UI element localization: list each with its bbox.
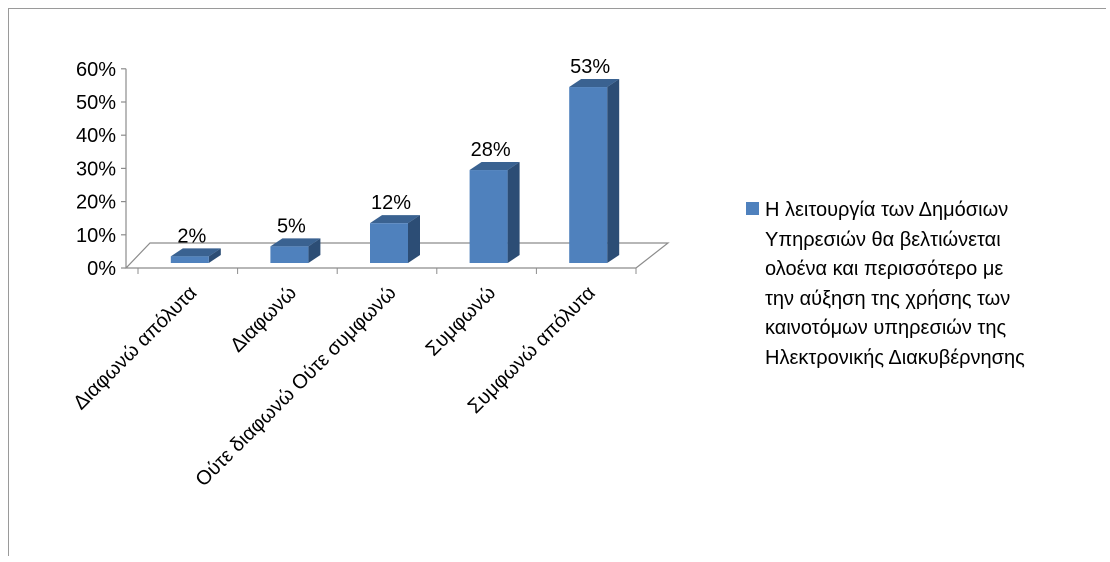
- bar-top: [170, 248, 221, 257]
- x-tick-label: Συμφωνώ: [422, 282, 501, 361]
- bar: [170, 256, 209, 263]
- y-tick-label: 20%: [76, 192, 116, 214]
- legend: Η λειτουργία των Δημόσιων Υπηρεσιών θα β…: [746, 196, 1096, 373]
- data-label: 5%: [277, 215, 306, 237]
- bar-side: [507, 162, 520, 263]
- floor-plane: [124, 242, 670, 269]
- data-label: 12%: [371, 192, 411, 214]
- legend-swatch: [746, 202, 759, 215]
- x-tick-label: Διαφωνώ απόλυτα: [69, 282, 201, 414]
- bar-side: [308, 238, 321, 263]
- bar-side: [208, 248, 221, 263]
- bar-top: [569, 79, 620, 88]
- data-label: 2%: [177, 225, 206, 247]
- x-tick-label: Ούτε διαφωνώ Ούτε συμφωνώ: [191, 282, 400, 491]
- legend-label: Η λειτουργία των Δημόσιων Υπηρεσιών θα β…: [765, 199, 1025, 369]
- bar: [270, 246, 309, 263]
- bar-side: [408, 215, 420, 263]
- bar: [370, 223, 408, 263]
- y-tick-label: 0%: [87, 258, 116, 280]
- bar-side: [607, 79, 620, 263]
- bar-top: [370, 215, 420, 224]
- bar-top: [270, 238, 321, 247]
- y-tick-label: 40%: [76, 125, 116, 147]
- y-tick-label: 10%: [76, 225, 116, 247]
- chart-frame: [8, 8, 1106, 556]
- y-tick-label: 30%: [76, 158, 116, 180]
- x-tick-label: Διαφωνώ: [226, 282, 301, 357]
- y-tick-label: 60%: [76, 59, 116, 81]
- data-label: 53%: [570, 56, 610, 78]
- bar-top: [469, 162, 520, 171]
- y-tick-label: 50%: [76, 92, 116, 114]
- bar: [469, 170, 508, 263]
- bar: [569, 87, 608, 263]
- data-label: 28%: [471, 139, 511, 161]
